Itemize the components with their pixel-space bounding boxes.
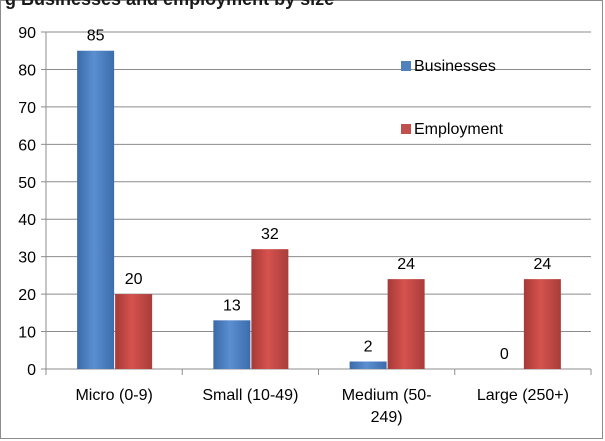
y-tick-label: 20	[18, 287, 36, 304]
y-tick-label: 60	[18, 137, 36, 154]
bar-businesses-1	[213, 320, 251, 369]
bar-employment-3	[523, 279, 561, 369]
y-tick-label: 70	[18, 100, 36, 117]
legend-swatch-businesses	[401, 61, 411, 71]
bar-employment-0	[115, 294, 153, 369]
bar-employment-1	[251, 249, 289, 369]
bar-businesses-0	[77, 50, 115, 369]
data-label-employment-0: 20	[125, 271, 143, 288]
data-label-businesses-1: 13	[223, 297, 241, 314]
y-tick-label: 80	[18, 62, 36, 79]
legend: Businesses Employment	[401, 58, 503, 138]
x-tick-label: Micro (0-9)	[75, 387, 152, 404]
data-label-businesses-2: 2	[364, 339, 373, 356]
y-tick-label: 50	[18, 175, 36, 192]
data-label-employment-1: 32	[261, 226, 279, 243]
legend-label-employment: Employment	[414, 121, 503, 138]
bar-businesses-2	[349, 361, 387, 369]
x-tick-label: Medium (50-	[342, 387, 432, 404]
x-tick-label: 249)	[371, 409, 403, 426]
data-label-employment-3: 24	[533, 256, 551, 273]
data-label-businesses-3: 0	[500, 346, 509, 363]
y-tick-label: 90	[18, 25, 36, 42]
data-label-employment-2: 24	[397, 256, 415, 273]
y-tick-label: 10	[18, 325, 36, 342]
legend-swatch-employment	[401, 124, 411, 134]
y-tick-label: 40	[18, 212, 36, 229]
bar-employment-2	[387, 279, 425, 369]
chart-title: g Businesses and employment by size	[5, 0, 334, 10]
legend-label-businesses: Businesses	[414, 58, 496, 75]
x-tick-label: Large (250+)	[477, 387, 569, 404]
y-tick-label: 0	[27, 362, 36, 379]
y-tick-label: 30	[18, 250, 36, 267]
x-tick-label: Small (10-49)	[202, 387, 298, 404]
data-label-businesses-0: 85	[87, 28, 105, 45]
bars	[77, 50, 561, 369]
